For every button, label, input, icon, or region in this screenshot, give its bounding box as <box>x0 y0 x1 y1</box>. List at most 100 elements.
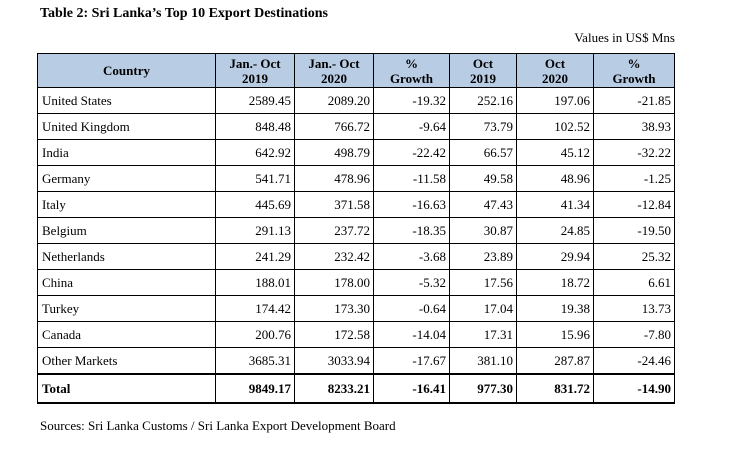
cell-jan-oct-2019: 200.76 <box>215 321 295 348</box>
header-jan-oct-2020: Jan.- Oct 2020 <box>294 53 374 88</box>
cell-oct-2020: 48.96 <box>516 165 594 192</box>
cell-growth-oct: -32.22 <box>593 139 675 166</box>
table-row: Italy 445.69 371.58 -16.63 47.43 41.34 -12.84 <box>37 191 675 218</box>
cell-growth-oct: -24.46 <box>593 347 675 375</box>
total-oct-2020: 831.72 <box>516 373 594 404</box>
table-row: Other Markets 3685.31 3033.94 -17.67 381.10 2… <box>37 347 675 375</box>
total-row: Total 9849.17 8233.21 -16.41 977.30 831.… <box>37 373 675 404</box>
cell-country: Canada <box>37 321 216 348</box>
cell-growth-ytd: -16.63 <box>373 191 450 218</box>
cell-jan-oct-2020: 232.42 <box>294 243 374 270</box>
cell-country: United States <box>37 87 216 114</box>
cell-growth-oct: -21.85 <box>593 87 675 114</box>
cell-growth-ytd: -19.32 <box>373 87 450 114</box>
cell-growth-ytd: -11.58 <box>373 165 450 192</box>
cell-growth-oct: -12.84 <box>593 191 675 218</box>
cell-oct-2020: 15.96 <box>516 321 594 348</box>
cell-growth-ytd: -18.35 <box>373 217 450 244</box>
total-oct-2019: 977.30 <box>449 373 517 404</box>
cell-jan-oct-2020: 178.00 <box>294 269 374 296</box>
cell-growth-ytd: -3.68 <box>373 243 450 270</box>
total-jan-oct-2019: 9849.17 <box>215 373 295 404</box>
total-growth-oct: -14.90 <box>593 373 675 404</box>
table-row: United Kingdom 848.48 766.72 -9.64 73.79 102.… <box>37 113 675 140</box>
cell-country: Turkey <box>37 295 216 322</box>
total-growth-ytd: -16.41 <box>373 373 450 404</box>
cell-growth-ytd: -9.64 <box>373 113 450 140</box>
cell-growth-oct: -19.50 <box>593 217 675 244</box>
cell-jan-oct-2019: 291.13 <box>215 217 295 244</box>
cell-oct-2019: 381.10 <box>449 347 517 375</box>
cell-jan-oct-2020: 3033.94 <box>294 347 374 375</box>
cell-oct-2020: 24.85 <box>516 217 594 244</box>
cell-country: China <box>37 269 216 296</box>
cell-jan-oct-2019: 2589.45 <box>215 87 295 114</box>
table-title: Table 2: Sri Lanka’s Top 10 Export Desti… <box>40 6 328 21</box>
cell-jan-oct-2020: 172.58 <box>294 321 374 348</box>
cell-jan-oct-2020: 498.79 <box>294 139 374 166</box>
cell-oct-2019: 66.57 <box>449 139 517 166</box>
cell-growth-ytd: -17.67 <box>373 347 450 375</box>
cell-jan-oct-2019: 848.48 <box>215 113 295 140</box>
cell-growth-ytd: -14.04 <box>373 321 450 348</box>
cell-growth-ytd: -0.64 <box>373 295 450 322</box>
total-label: Total <box>37 373 216 404</box>
cell-country: Other Markets <box>37 347 216 375</box>
export-destinations-table: Country Jan.- Oct 2019 Jan.- Oct 2020 % Gro… <box>37 53 675 404</box>
cell-jan-oct-2020: 2089.20 <box>294 87 374 114</box>
cell-oct-2019: 17.56 <box>449 269 517 296</box>
cell-oct-2019: 30.87 <box>449 217 517 244</box>
total-jan-oct-2020: 8233.21 <box>294 373 374 404</box>
cell-oct-2020: 41.34 <box>516 191 594 218</box>
cell-oct-2020: 197.06 <box>516 87 594 114</box>
cell-jan-oct-2020: 237.72 <box>294 217 374 244</box>
cell-growth-oct: 38.93 <box>593 113 675 140</box>
cell-growth-oct: 25.32 <box>593 243 675 270</box>
cell-growth-oct: 6.61 <box>593 269 675 296</box>
cell-jan-oct-2020: 173.30 <box>294 295 374 322</box>
table-row: Germany 541.71 478.96 -11.58 49.58 48.96 -1.25 <box>37 165 675 192</box>
cell-country: Germany <box>37 165 216 192</box>
cell-jan-oct-2020: 478.96 <box>294 165 374 192</box>
cell-country: India <box>37 139 216 166</box>
table-row: Turkey 174.42 173.30 -0.64 17.04 19.38 13.73 <box>37 295 675 322</box>
cell-jan-oct-2019: 541.71 <box>215 165 295 192</box>
cell-oct-2019: 17.31 <box>449 321 517 348</box>
cell-growth-ytd: -22.42 <box>373 139 450 166</box>
header-country: Country <box>37 53 216 88</box>
cell-jan-oct-2019: 241.29 <box>215 243 295 270</box>
cell-oct-2019: 73.79 <box>449 113 517 140</box>
cell-country: Italy <box>37 191 216 218</box>
cell-jan-oct-2019: 174.42 <box>215 295 295 322</box>
cell-jan-oct-2020: 766.72 <box>294 113 374 140</box>
cell-jan-oct-2019: 642.92 <box>215 139 295 166</box>
cell-oct-2019: 252.16 <box>449 87 517 114</box>
cell-growth-oct: 13.73 <box>593 295 675 322</box>
cell-oct-2020: 287.87 <box>516 347 594 375</box>
cell-growth-oct: -7.80 <box>593 321 675 348</box>
cell-country: United Kingdom <box>37 113 216 140</box>
cell-oct-2020: 102.52 <box>516 113 594 140</box>
cell-oct-2019: 47.43 <box>449 191 517 218</box>
cell-jan-oct-2019: 445.69 <box>215 191 295 218</box>
cell-country: Belgium <box>37 217 216 244</box>
cell-oct-2020: 45.12 <box>516 139 594 166</box>
source-note: Sources: Sri Lanka Customs / Sri Lanka E… <box>40 418 396 433</box>
header-oct-2020: Oct 2020 <box>516 53 594 88</box>
table-row: Belgium 291.13 237.72 -18.35 30.87 24.85 -19.5… <box>37 217 675 244</box>
cell-oct-2019: 23.89 <box>449 243 517 270</box>
table-row: China 188.01 178.00 -5.32 17.56 18.72 6.61 <box>37 269 675 296</box>
cell-oct-2020: 29.94 <box>516 243 594 270</box>
cell-jan-oct-2019: 188.01 <box>215 269 295 296</box>
cell-oct-2020: 18.72 <box>516 269 594 296</box>
header-growth-oct: % Growth <box>593 53 675 88</box>
header-jan-oct-2019: Jan.- Oct 2019 <box>215 53 295 88</box>
table-row: India 642.92 498.79 -22.42 66.57 45.12 -32.22 <box>37 139 675 166</box>
units-label: Values in US$ Mns <box>574 30 675 45</box>
table-row: Canada 200.76 172.58 -14.04 17.31 15.96 -7.80 <box>37 321 675 348</box>
header-row: Country Jan.- Oct 2019 Jan.- Oct 2020 % Gro… <box>37 53 675 88</box>
cell-oct-2020: 19.38 <box>516 295 594 322</box>
cell-jan-oct-2019: 3685.31 <box>215 347 295 375</box>
cell-growth-oct: -1.25 <box>593 165 675 192</box>
table-row: United States 2589.45 2089.20 -19.32 252.16 1… <box>37 87 675 114</box>
